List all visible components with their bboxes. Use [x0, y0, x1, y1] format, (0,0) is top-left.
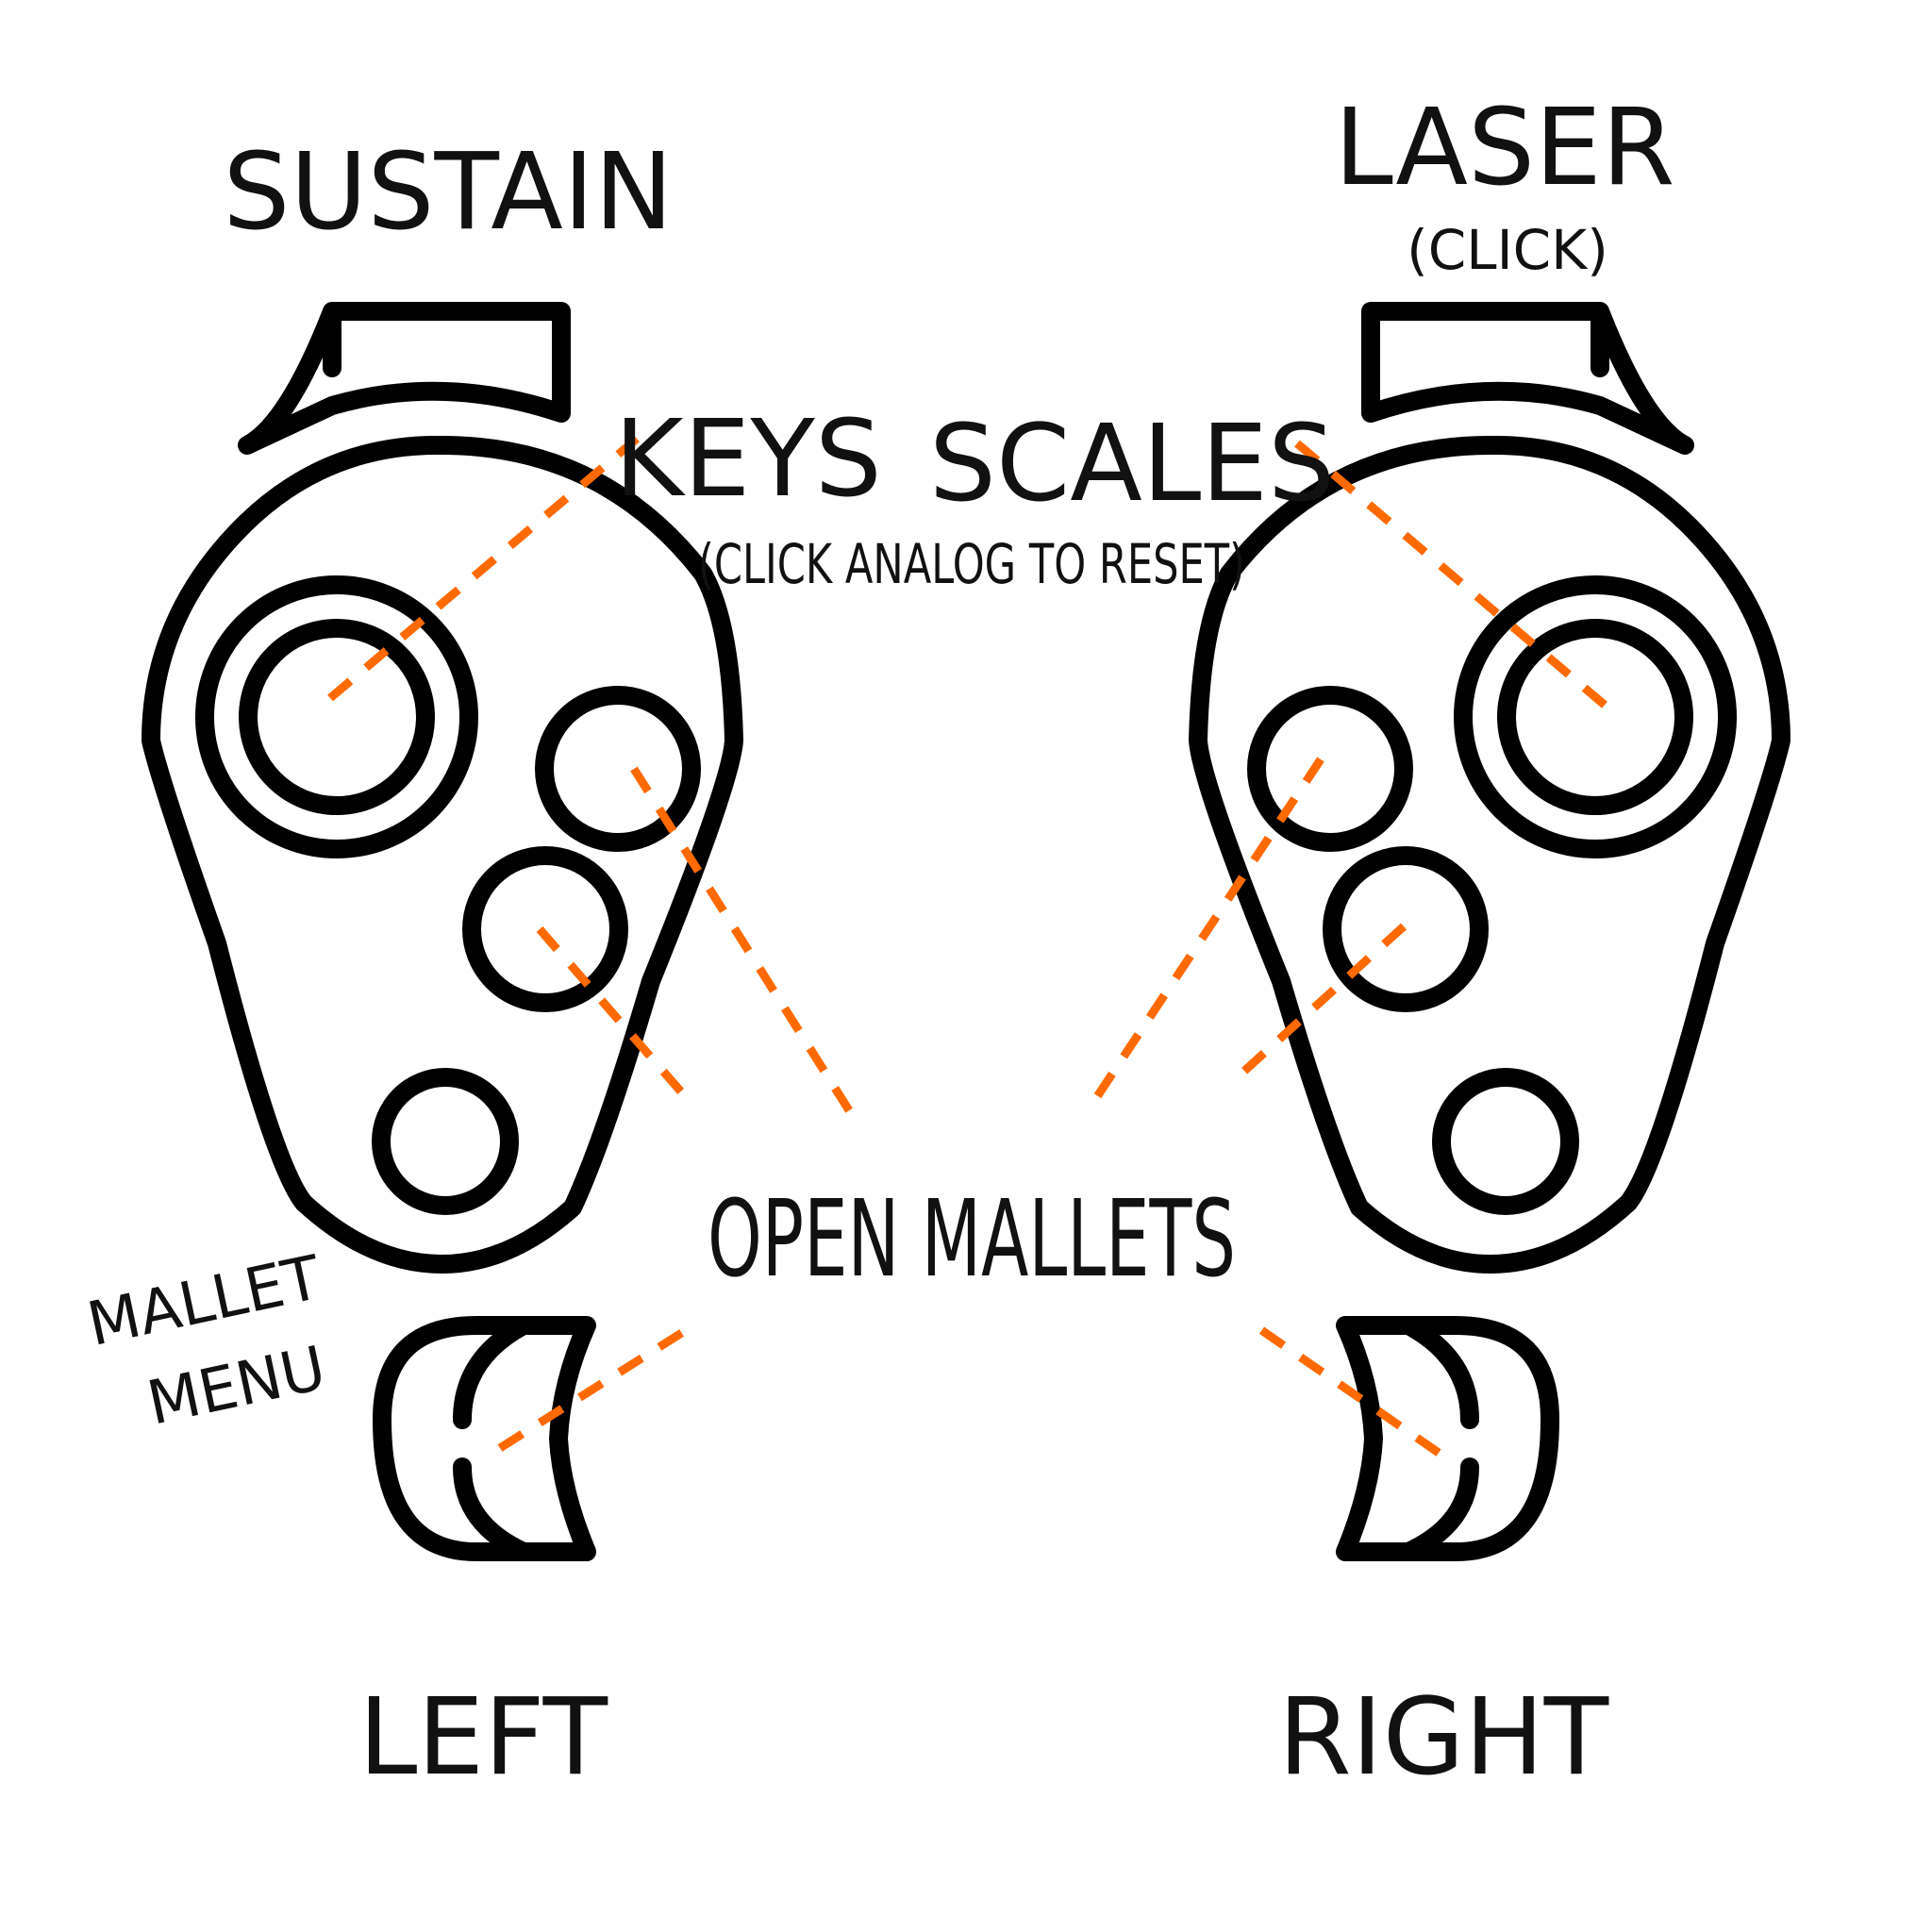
label-keys-note: (CLICK ANALOG TO RESET) [698, 532, 1245, 596]
left-menu-button[interactable] [372, 1068, 519, 1215]
label-laser-note: (CLICK) [1407, 218, 1608, 282]
left-trigger [238, 302, 571, 455]
leader-open-mallets-right-upper [1089, 757, 1324, 1107]
label-laser: LASER [1334, 87, 1674, 209]
leader-open-mallets-right-lower [1227, 923, 1407, 1087]
right-grip[interactable] [1336, 1316, 1559, 1561]
left-controller [142, 302, 743, 1561]
leader-mallet-menu-left [497, 1322, 696, 1452]
left-button-lower[interactable] [462, 846, 628, 1012]
right-thumbstick-ring [1454, 575, 1737, 858]
label-left: LEFT [358, 1676, 608, 1799]
left-grip[interactable] [373, 1316, 596, 1561]
leader-mallet-menu-right [1252, 1322, 1441, 1457]
right-thumbstick[interactable] [1497, 619, 1693, 815]
left-button-upper[interactable] [535, 686, 701, 852]
label-mallet-menu: MALLET MENU [82, 1243, 332, 1440]
leader-open-mallets-left-upper [630, 766, 858, 1121]
leader-open-mallets-left-lower [536, 926, 695, 1107]
label-keys: KEYS [614, 398, 882, 521]
right-controller-body [1189, 435, 1790, 1274]
right-menu-button[interactable] [1432, 1068, 1579, 1215]
label-right: RIGHT [1278, 1676, 1609, 1799]
leader-lines [327, 435, 1616, 1457]
left-thumbstick-ring [195, 575, 478, 858]
leader-scales [1294, 440, 1616, 716]
right-trigger [1361, 302, 1694, 455]
right-button-lower[interactable] [1323, 846, 1489, 1012]
leader-keys [327, 435, 640, 702]
right-controller [1189, 302, 1790, 1561]
label-scales: SCALES [929, 403, 1335, 525]
left-controller-body [142, 435, 743, 1274]
label-mallet-menu-line2: MENU [142, 1334, 332, 1440]
label-open-mallets: OPEN MALLETS [708, 1178, 1236, 1301]
label-sustain: SUSTAIN [223, 131, 673, 254]
left-thumbstick[interactable] [239, 619, 435, 815]
right-button-upper[interactable] [1247, 686, 1413, 852]
